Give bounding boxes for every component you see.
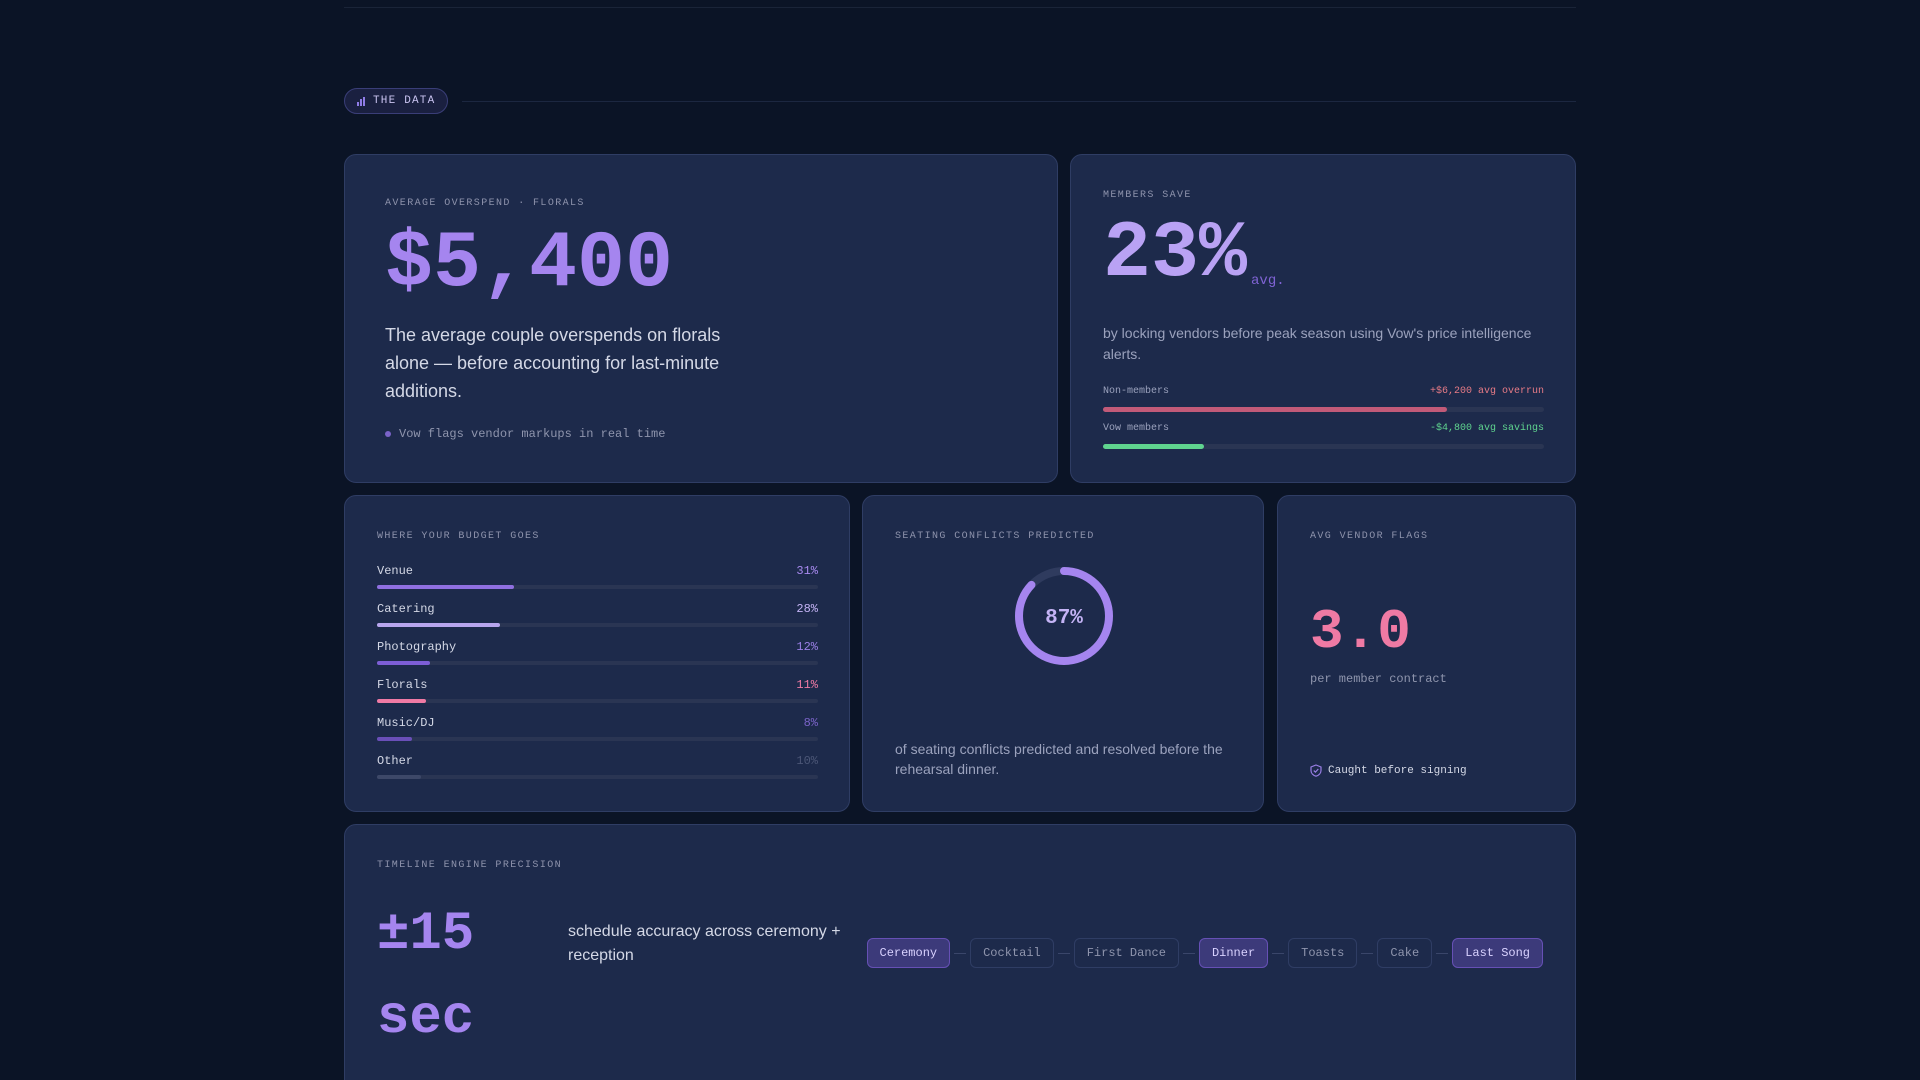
budget-fill (377, 699, 426, 703)
comparison-note: +$6,200 avg overrun (1429, 386, 1544, 397)
budget-track (377, 585, 818, 589)
timeline-steps: Ceremony Cocktail First Dance Dinner Toasts C… (866, 938, 1543, 968)
bullet-dot-icon (385, 431, 391, 437)
comparison-track (1103, 407, 1544, 412)
budget-label: WHERE YOUR BUDGET GOES (377, 531, 540, 542)
overspend-footnote-text: Vow flags vendor markups in real time (399, 427, 666, 441)
budget-percent: 28% (796, 602, 818, 616)
comparison-row: Non-members +$6,200 avg overrun (1103, 386, 1544, 412)
budget-percent: 8% (803, 716, 818, 730)
step-connector (954, 952, 967, 954)
seating-description: of seating conflicts predicted and resol… (895, 741, 1223, 777)
budget-category: Venue (377, 564, 414, 578)
comparison-row: Vow members -$4,800 avg savings (1103, 423, 1544, 449)
overspend-card: AVERAGE OVERSPEND · FLORALS $5,400 The a… (344, 154, 1058, 483)
overspend-footnote: Vow flags vendor markups in real time (385, 427, 665, 441)
timeline-step[interactable]: Ceremony (866, 938, 951, 968)
vendor-flags-card: AVG VENDOR FLAGS 3.0 per member contract… (1277, 495, 1576, 812)
seating-label: SEATING CONFLICTS PREDICTED (895, 531, 1095, 542)
section-pill: THE DATA (344, 88, 449, 114)
budget-percent: 11% (796, 678, 818, 692)
budget-track (377, 699, 818, 703)
step-connector (1436, 952, 1449, 954)
budget-percent: 12% (796, 640, 818, 654)
step-connector (1361, 952, 1374, 954)
budget-row: Venue 31% (377, 564, 818, 589)
budget-category: Photography (377, 640, 457, 654)
members-unit: avg. (1251, 273, 1285, 289)
step-connector (1182, 952, 1195, 954)
budget-track (377, 775, 818, 779)
budget-track (377, 623, 818, 627)
budget-row: Catering 28% (377, 602, 818, 627)
budget-track (377, 661, 818, 665)
flags-footnote: Caught before signing (1310, 764, 1467, 777)
comparison-name: Non-members (1103, 386, 1170, 397)
budget-fill (377, 775, 422, 779)
budget-category: Music/DJ (377, 716, 435, 730)
members-value: 23% (1103, 209, 1248, 300)
seating-donut-chart: 87% (1015, 567, 1113, 665)
budget-percent: 10% (796, 754, 818, 768)
donut-arc (1015, 567, 1113, 665)
members-save-card: MEMBERS SAVE 23% avg. by locking vendors… (1070, 154, 1576, 483)
flags-subtitle: per member contract (1310, 672, 1447, 686)
members-description: by locking vendors before peak season us… (1103, 325, 1532, 362)
section-title: THE DATA (373, 95, 436, 107)
comparison-note: -$4,800 avg savings (1429, 423, 1544, 434)
overspend-label: AVERAGE OVERSPEND · FLORALS (385, 198, 585, 209)
budget-fill (377, 737, 413, 741)
comparison-fill (1103, 407, 1447, 412)
step-connector (1272, 952, 1285, 954)
budget-row: Photography 12% (377, 640, 818, 665)
step-connector (1057, 952, 1070, 954)
budget-category: Florals (377, 678, 428, 692)
comparison-fill (1103, 444, 1205, 449)
budget-category: Catering (377, 602, 435, 616)
seating-value: 87% (1045, 607, 1083, 630)
members-value-group: 23% avg. (1103, 215, 1285, 295)
timeline-step[interactable]: Cake (1377, 938, 1433, 968)
budget-fill (377, 585, 514, 589)
budget-row: Other 10% (377, 754, 818, 779)
seating-card: SEATING CONFLICTS PREDICTED 87% of seati… (862, 495, 1264, 812)
budget-track (377, 737, 818, 741)
budget-card: WHERE YOUR BUDGET GOES Venue 31% Catering 2… (344, 495, 850, 812)
budget-percent: 31% (796, 564, 818, 578)
members-label: MEMBERS SAVE (1103, 190, 1192, 201)
bar-chart-icon (357, 96, 365, 106)
timeline-step[interactable]: Toasts (1288, 938, 1358, 968)
flags-footnote-text: Caught before signing (1328, 764, 1467, 777)
flags-label: AVG VENDOR FLAGS (1310, 531, 1429, 542)
timeline-step[interactable]: Dinner (1198, 938, 1269, 968)
timeline-value: ±15 sec (377, 904, 475, 1049)
section-header: THE DATA (344, 88, 1576, 114)
budget-fill (377, 623, 501, 627)
timeline-step[interactable]: Last Song (1452, 938, 1543, 968)
timeline-description: schedule accuracy across ceremony + rece… (568, 923, 841, 964)
budget-category: Other (377, 754, 414, 768)
budget-row: Music/DJ 8% (377, 716, 818, 741)
timeline-card: TIMELINE ENGINE PRECISION ±15 sec schedu… (344, 824, 1576, 1080)
top-divider (344, 7, 1576, 8)
budget-fill (377, 661, 430, 665)
section-rule (462, 100, 1576, 102)
overspend-value: $5,400 (385, 219, 674, 310)
timeline-step[interactable]: Cocktail (970, 938, 1054, 968)
timeline-step[interactable]: First Dance (1073, 938, 1179, 968)
timeline-label: TIMELINE ENGINE PRECISION (377, 860, 563, 871)
budget-row: Florals 11% (377, 678, 818, 703)
comparison-name: Vow members (1103, 423, 1170, 434)
overspend-description: The average couple overspends on florals… (385, 325, 721, 401)
flags-value: 3.0 (1310, 600, 1411, 664)
shield-check-icon (1310, 764, 1322, 777)
comparison-track (1103, 444, 1544, 449)
